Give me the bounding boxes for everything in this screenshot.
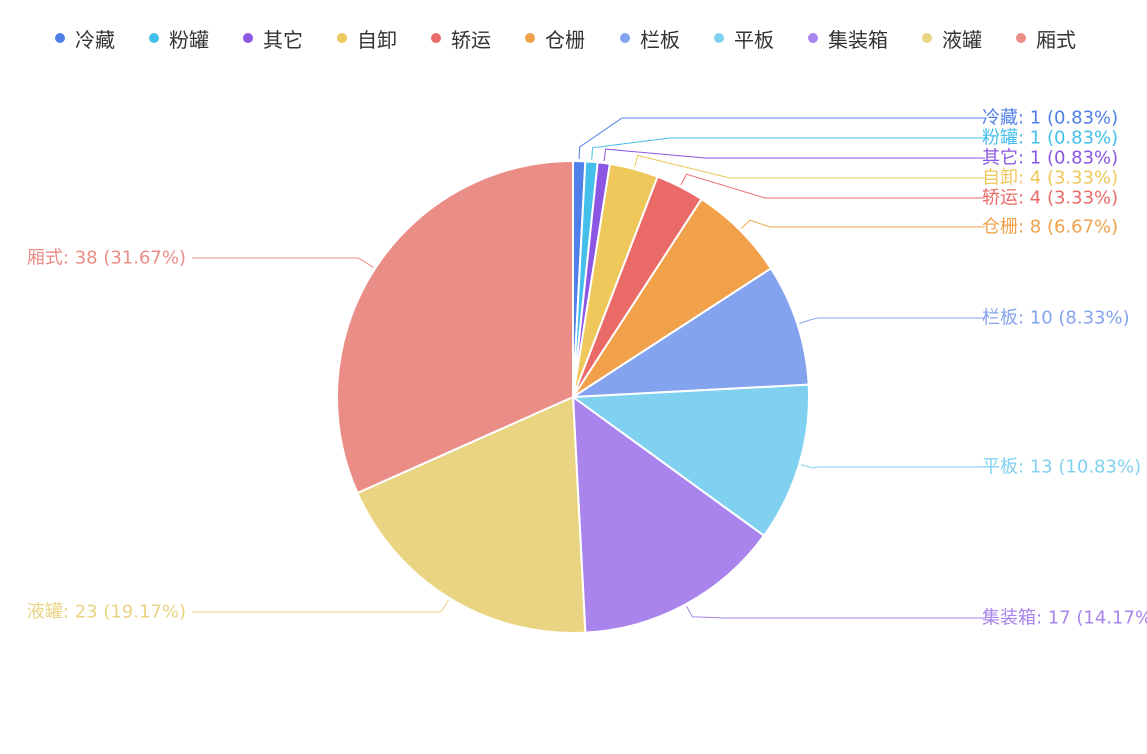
- legend-item[interactable]: 轿运: [431, 22, 491, 54]
- slice-label: 栏板: 10 (8.33%): [982, 308, 1130, 329]
- legend-item[interactable]: 其它: [243, 22, 303, 54]
- chart-legend: 冷藏 粉罐 其它 自卸 轿运 仓栅 栏板 平板 集装箱 液罐 厢式: [0, 22, 1147, 54]
- legend-label: 液罐: [942, 27, 982, 52]
- legend-label: 平板: [734, 27, 774, 52]
- legend-label: 集装箱: [828, 27, 888, 52]
- pie-slice[interactable]: [356, 396, 587, 635]
- legend-dot-icon: [922, 33, 932, 43]
- legend-dot-icon: [525, 33, 535, 43]
- legend-dot-icon: [620, 33, 630, 43]
- leader-line: [192, 599, 450, 613]
- legend-dot-icon: [243, 33, 253, 43]
- leader-line: [192, 257, 374, 268]
- legend-item[interactable]: 厢式: [1016, 22, 1076, 54]
- legend-label: 其它: [263, 27, 303, 52]
- legend-label: 自卸: [357, 27, 397, 52]
- slice-label: 液罐: 23 (19.17%): [27, 602, 186, 623]
- legend-dot-icon: [149, 33, 159, 43]
- legend-dot-icon: [1016, 33, 1026, 43]
- legend-dot-icon: [714, 33, 724, 43]
- legend-label: 冷藏: [75, 27, 115, 52]
- legend-item[interactable]: 自卸: [337, 22, 397, 54]
- pie-slice[interactable]: [572, 267, 810, 398]
- legend-item[interactable]: 仓栅: [525, 22, 585, 54]
- legend-item[interactable]: 平板: [714, 22, 774, 54]
- legend-dot-icon: [431, 33, 441, 43]
- legend-dot-icon: [808, 33, 818, 43]
- slice-label: 粉罐: 1 (0.83%): [982, 128, 1118, 149]
- legend-item[interactable]: 集装箱: [808, 22, 888, 54]
- leader-line: [740, 219, 985, 230]
- leader-line: [591, 137, 985, 160]
- leader-line: [799, 317, 985, 324]
- pie-slice[interactable]: [572, 383, 811, 537]
- pie-slice[interactable]: [336, 160, 574, 494]
- leader-line: [801, 464, 985, 469]
- slice-label: 集装箱: 17 (14.17%): [982, 608, 1147, 629]
- leader-line: [680, 173, 985, 199]
- slice-label: 厢式: 38 (31.67%): [27, 248, 186, 269]
- legend-item[interactable]: 粉罐: [149, 22, 209, 54]
- legend-dot-icon: [55, 33, 65, 43]
- slice-label: 冷藏: 1 (0.83%): [982, 108, 1118, 129]
- leader-line: [634, 154, 985, 179]
- legend-label: 栏板: [640, 27, 680, 52]
- pie-slice[interactable]: [572, 396, 765, 634]
- legend-label: 厢式: [1036, 27, 1076, 52]
- legend-dot-icon: [337, 33, 347, 43]
- leader-line: [578, 117, 985, 160]
- slice-label: 其它: 1 (0.83%): [982, 148, 1118, 169]
- leader-line: [686, 605, 985, 619]
- slice-label: 仓栅: 8 (6.67%): [982, 217, 1118, 238]
- legend-item[interactable]: 液罐: [922, 22, 982, 54]
- legend-item[interactable]: 冷藏: [55, 22, 115, 54]
- slice-label: 轿运: 4 (3.33%): [982, 188, 1118, 209]
- slice-label: 平板: 13 (10.83%): [982, 457, 1141, 478]
- leader-line: [603, 148, 985, 162]
- legend-item[interactable]: 栏板: [620, 22, 680, 54]
- legend-label: 粉罐: [169, 27, 209, 52]
- legend-label: 仓栅: [545, 27, 585, 52]
- legend-label: 轿运: [451, 27, 491, 52]
- slice-label: 自卸: 4 (3.33%): [982, 168, 1118, 189]
